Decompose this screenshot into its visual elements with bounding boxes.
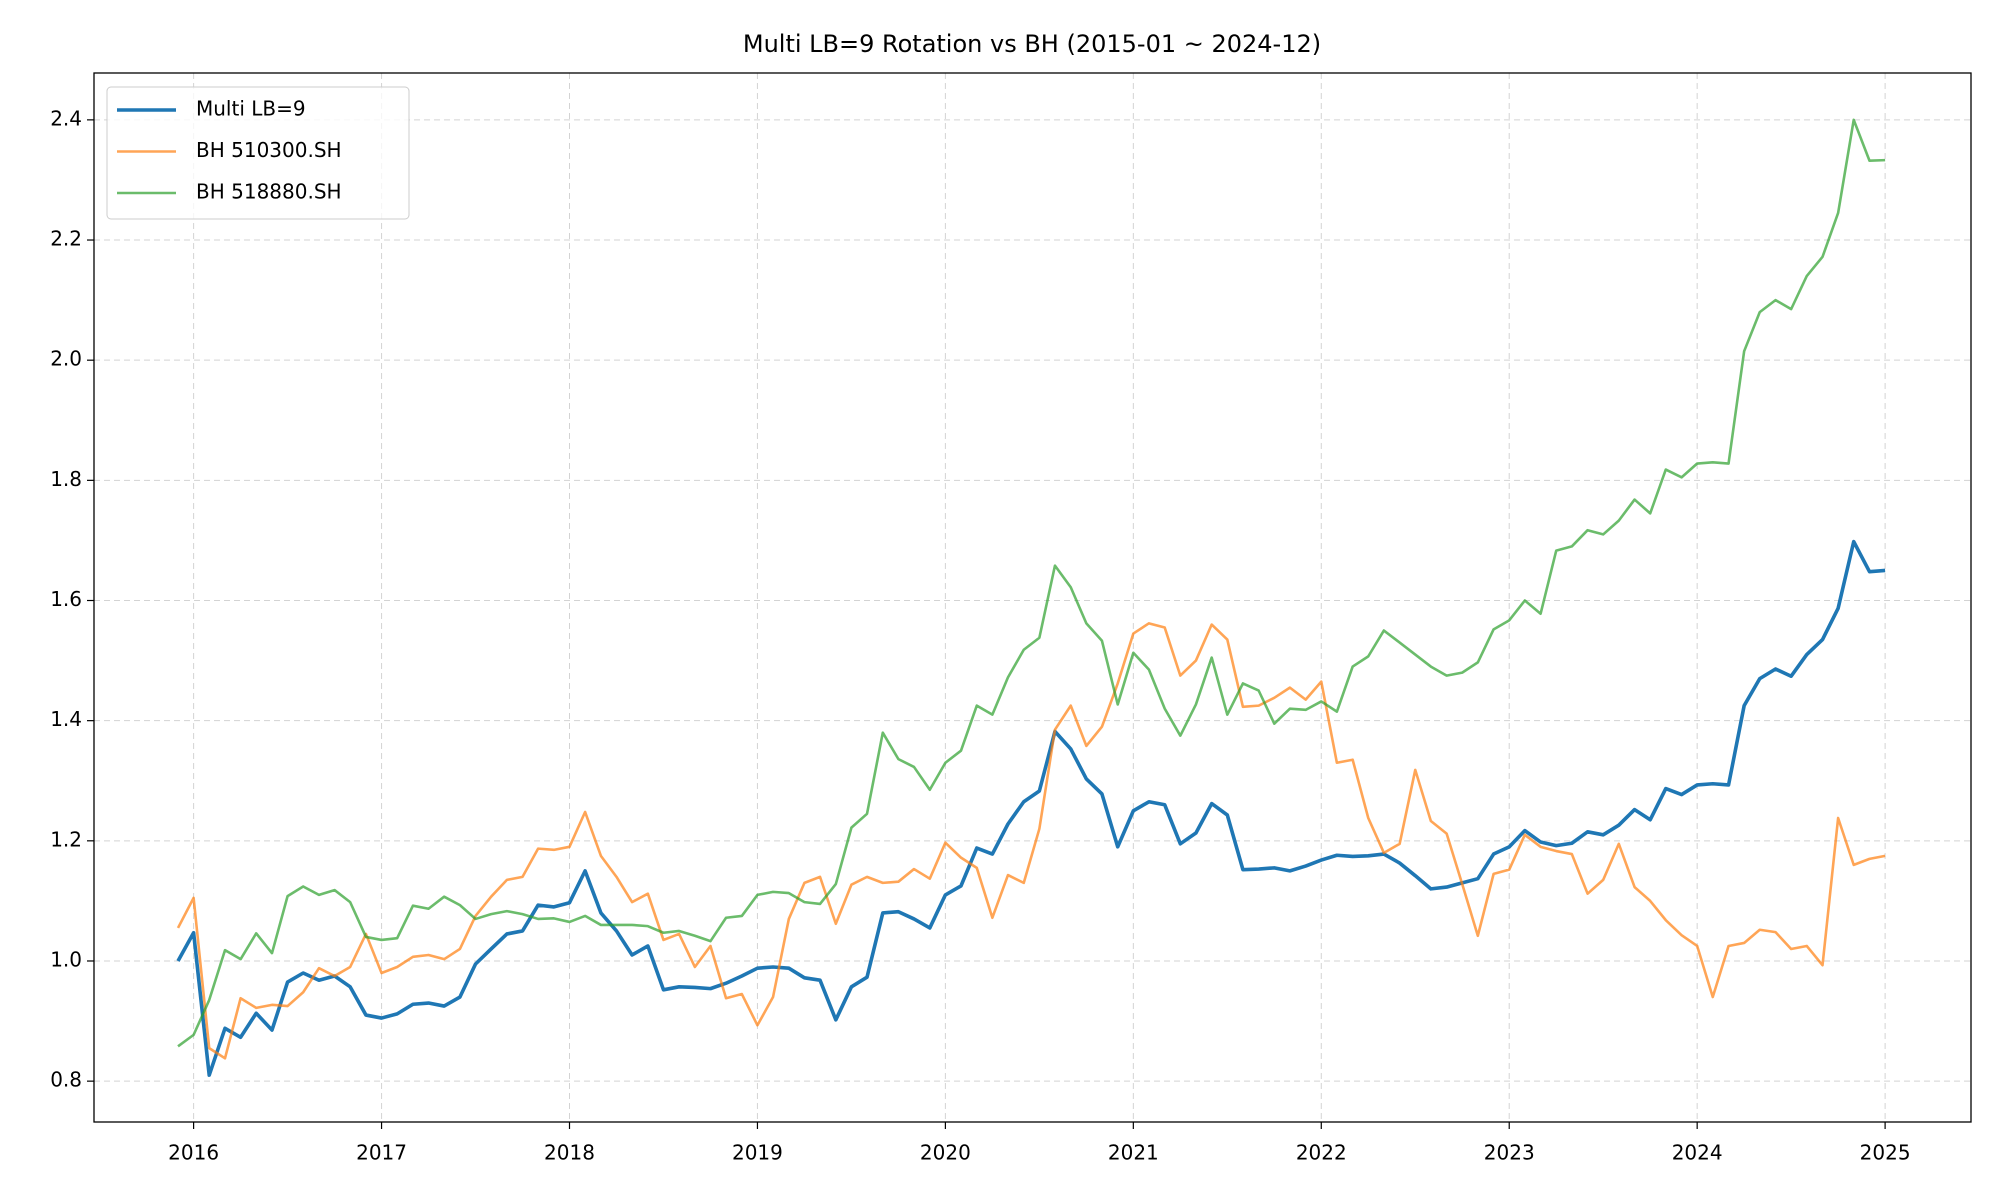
y-tick-label: 1.6 [50,587,82,611]
y-tick-label: 1.8 [50,467,82,491]
y-tick-label: 2.4 [50,106,82,130]
x-tick-label: 2017 [356,1141,407,1165]
series-line [176,539,1886,1077]
x-tick-label: 2025 [1860,1141,1911,1165]
plot-frame [93,72,1972,1123]
x-tick-label: 2024 [1672,1141,1723,1165]
x-tick-label: 2016 [168,1141,219,1165]
y-tick-label: 2.2 [50,227,82,251]
legend-label: Multi LB=9 [196,97,306,121]
x-tick-label: 2022 [1296,1141,1347,1165]
x-tick-label: 2019 [732,1141,783,1165]
x-tick-label: 2018 [544,1141,595,1165]
y-tick-label: 1.0 [50,947,82,971]
chart-title: Multi LB=9 Rotation vs BH (2015-01 ~ 202… [743,30,1321,58]
legend-label: BH 510300.SH [196,138,342,162]
y-tick-label: 1.2 [50,827,82,851]
series-line [177,118,1886,1048]
legend-box [106,86,410,220]
x-tick-label: 2023 [1484,1141,1535,1165]
x-tick-label: 2021 [1108,1141,1159,1165]
y-tick-label: 2.0 [50,347,82,371]
series-line [176,622,1886,1060]
y-tick-label: 0.8 [50,1068,82,1092]
y-tick-label: 1.4 [50,707,82,731]
x-tick-label: 2020 [920,1141,971,1165]
legend-label: BH 518880.SH [196,180,342,204]
